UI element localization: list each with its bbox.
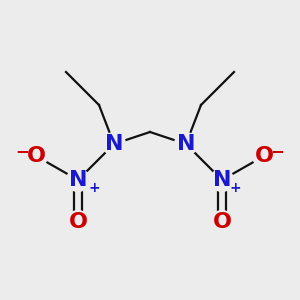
Circle shape: [211, 211, 233, 233]
Text: −: −: [271, 142, 284, 160]
Text: N: N: [177, 134, 195, 154]
Text: N: N: [69, 170, 87, 190]
Text: O: O: [26, 146, 46, 166]
Circle shape: [25, 145, 47, 167]
Text: −: −: [16, 142, 29, 160]
Circle shape: [67, 169, 89, 191]
Circle shape: [175, 133, 197, 155]
Text: N: N: [213, 170, 231, 190]
Circle shape: [103, 133, 125, 155]
Circle shape: [67, 211, 89, 233]
Text: +: +: [230, 181, 241, 194]
Circle shape: [253, 145, 275, 167]
Text: +: +: [89, 181, 100, 194]
Text: O: O: [68, 212, 88, 232]
Text: O: O: [212, 212, 232, 232]
Circle shape: [211, 169, 233, 191]
Text: N: N: [105, 134, 123, 154]
Text: O: O: [254, 146, 274, 166]
